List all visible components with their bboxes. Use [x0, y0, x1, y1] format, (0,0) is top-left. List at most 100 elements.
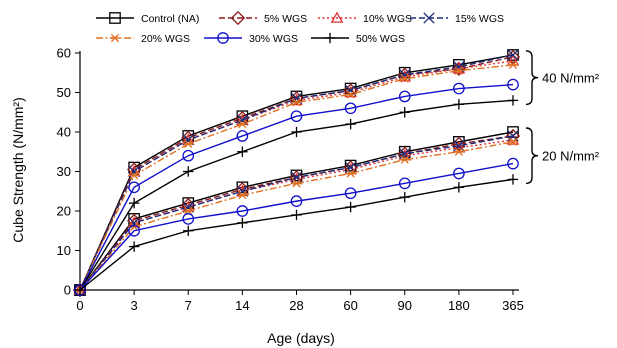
legend-entry: Control (NA): [96, 12, 199, 25]
x-tick-label: 180: [448, 298, 470, 313]
group-brace: [525, 127, 539, 185]
data-point: [453, 136, 465, 148]
data-point: [344, 102, 357, 115]
data-point: [453, 182, 465, 193]
data-point: [398, 145, 411, 158]
data-point: [453, 167, 465, 180]
legend-label: Control (NA): [141, 13, 199, 25]
data-point: [345, 90, 356, 99]
data-point: [507, 157, 519, 170]
legend-marker: [230, 10, 246, 26]
data-point: [399, 191, 410, 203]
data-point: [453, 147, 465, 156]
data-point: [398, 177, 411, 190]
data-point: [291, 126, 302, 138]
x-tick-label: 3: [131, 298, 138, 313]
data-point: [345, 118, 356, 130]
data-point: [453, 140, 465, 152]
data-point: [74, 284, 86, 296]
legend-marker: [109, 12, 121, 24]
data-point: [236, 130, 249, 142]
x-axis-title: Age (days): [267, 330, 335, 346]
data-point: [345, 169, 356, 178]
data-point: [399, 155, 410, 164]
series-line: [79, 141, 514, 291]
legend-entry: 10% WGS: [318, 11, 412, 25]
data-point: [182, 213, 195, 225]
data-point: [290, 195, 303, 207]
data-point: [291, 179, 302, 188]
legend-entry: 15% WGS: [410, 12, 504, 25]
y-tick-label: 40: [57, 125, 71, 140]
legend-entry: 50% WGS: [311, 32, 405, 45]
data-point: [290, 110, 303, 123]
y-tick-label: 0: [64, 283, 71, 298]
data-point: [128, 171, 140, 180]
data-point: [236, 181, 249, 194]
data-point: [237, 191, 248, 200]
legend-marker: [423, 12, 435, 24]
x-tick-label: 0: [76, 298, 83, 313]
data-point: [453, 82, 465, 95]
x-tick-label: 28: [289, 298, 303, 313]
data-point: [507, 49, 519, 61]
data-point: [507, 60, 519, 69]
x-tick-label: 90: [398, 298, 412, 313]
data-point: [507, 49, 519, 61]
data-point: [290, 171, 303, 184]
data-point: [183, 139, 194, 148]
legend-label: 5% WGS: [264, 13, 307, 25]
data-point: [291, 98, 302, 107]
data-point: [237, 217, 248, 229]
data-point: [344, 161, 357, 174]
legend-marker: [217, 32, 229, 44]
data-point: [237, 120, 248, 129]
data-point: [507, 130, 519, 142]
legend-marker: [109, 33, 121, 43]
x-tick-label: 365: [502, 298, 524, 313]
data-point: [507, 126, 519, 138]
data-point: [236, 205, 249, 217]
data-point: [183, 206, 194, 216]
data-point: [182, 149, 195, 162]
series-line: [79, 162, 514, 291]
data-point: [290, 169, 303, 182]
data-point: [507, 174, 519, 185]
data-point: [453, 66, 465, 75]
axes: 0 10 20 30 40 50 60 0 3 7 14 28 60 90 180 365: [57, 46, 524, 314]
data-point: [291, 209, 302, 221]
legend-label: 10% WGS: [363, 13, 412, 25]
series-group-1: [72, 126, 521, 298]
data-point: [128, 224, 140, 237]
legend-label: 50% WGS: [356, 33, 405, 45]
legend-label: 30% WGS: [249, 33, 298, 45]
group-annotations: 40 N/mm² 20 N/mm²: [525, 50, 600, 185]
x-tick-label: 14: [235, 298, 249, 313]
legend-marker: [330, 11, 344, 23]
x-tick-label: 7: [185, 298, 192, 313]
series-line: [79, 83, 514, 291]
y-tick-label: 60: [57, 46, 71, 61]
series-line: [79, 139, 514, 291]
legend-entry: 5% WGS: [219, 10, 307, 26]
y-tick-label: 50: [57, 85, 71, 100]
data-point: [507, 137, 519, 146]
group-label: 40 N/mm²: [542, 71, 600, 86]
data-point: [398, 90, 411, 103]
legend-entry: 20% WGS: [96, 33, 190, 45]
y-tick-label: 30: [57, 164, 71, 179]
data-point: [507, 95, 519, 106]
legend: Control (NA) 5% WGS 10% WGS 15% WGS 20% WGS 3…: [96, 10, 504, 45]
data-point: [237, 146, 248, 157]
data-point: [344, 187, 357, 200]
data-point: [345, 201, 356, 213]
data-point: [128, 181, 140, 194]
y-tick-label: 20: [57, 204, 71, 219]
data-point: [453, 99, 465, 110]
legend-label: 20% WGS: [141, 33, 190, 45]
data-point: [507, 78, 519, 91]
x-tick-label: 60: [343, 298, 357, 313]
group-label: 20 N/mm²: [542, 149, 600, 164]
data-point: [128, 197, 140, 209]
legend-label: 15% WGS: [455, 13, 504, 25]
